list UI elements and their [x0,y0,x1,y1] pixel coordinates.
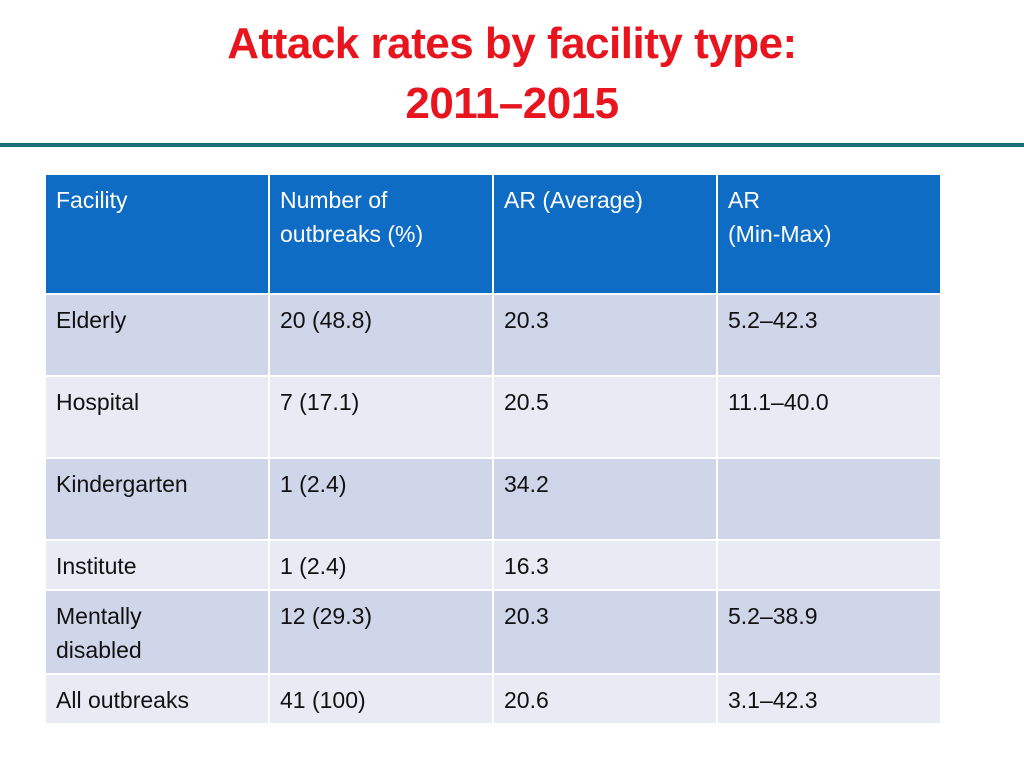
cell-ar-range [716,457,942,541]
cell-facility-line2: disabled [56,637,142,663]
cell-facility: Mentally disabled [44,589,270,675]
cell-outbreaks: 7 (17.1) [268,375,494,459]
header-ar-average-line1: AR (Average) [504,187,643,213]
table-row: Elderly 20 (48.8) 20.3 5.2–42.3 [44,293,942,377]
cell-facility: All outbreaks [44,673,270,725]
cell-ar-range: 5.2–38.9 [716,589,942,675]
cell-facility-line1: Mentally [56,603,142,629]
table-header-row: Facility Number of outbreaks (%) AR (Ave… [44,173,942,295]
cell-ar-average: 20.5 [492,375,718,459]
table-row: Kindergarten 1 (2.4) 34.2 [44,457,942,541]
cell-outbreaks: 12 (29.3) [268,589,494,675]
table-row: All outbreaks 41 (100) 20.6 3.1–42.3 [44,673,942,725]
header-ar-range-line2: (Min-Max) [728,221,832,247]
cell-facility: Hospital [44,375,270,459]
header-outbreaks-line2: outbreaks (%) [280,221,424,247]
cell-facility: Elderly [44,293,270,377]
header-outbreaks: Number of outbreaks (%) [268,173,494,295]
cell-facility: Institute [44,539,270,591]
header-ar-range-line1: AR [728,187,760,213]
slide-title: Attack rates by facility type: 2011–2015 [0,14,1024,134]
table-row: Mentally disabled 12 (29.3) 20.3 5.2–38.… [44,589,942,675]
cell-ar-average: 20.3 [492,293,718,377]
cell-outbreaks: 20 (48.8) [268,293,494,377]
header-ar-average: AR (Average) [492,173,718,295]
cell-ar-range: 11.1–40.0 [716,375,942,459]
cell-outbreaks: 1 (2.4) [268,457,494,541]
attack-rates-table: Facility Number of outbreaks (%) AR (Ave… [44,173,942,725]
title-divider [0,143,1024,147]
header-outbreaks-line1: Number of [280,187,388,213]
cell-outbreaks: 1 (2.4) [268,539,494,591]
table-row: Hospital 7 (17.1) 20.5 11.1–40.0 [44,375,942,459]
table-row: Institute 1 (2.4) 16.3 [44,539,942,591]
slide-title-line2: 2011–2015 [405,79,619,128]
cell-ar-range: 3.1–42.3 [716,673,942,725]
cell-ar-average: 34.2 [492,457,718,541]
cell-ar-average: 20.3 [492,589,718,675]
header-facility: Facility [44,173,270,295]
header-facility-line1: Facility [56,187,128,213]
slide-title-line1: Attack rates by facility type: [227,19,797,68]
cell-facility: Kindergarten [44,457,270,541]
cell-ar-average: 16.3 [492,539,718,591]
cell-ar-range: 5.2–42.3 [716,293,942,377]
cell-outbreaks: 41 (100) [268,673,494,725]
header-ar-range: AR (Min-Max) [716,173,942,295]
cell-ar-range [716,539,942,591]
cell-ar-average: 20.6 [492,673,718,725]
